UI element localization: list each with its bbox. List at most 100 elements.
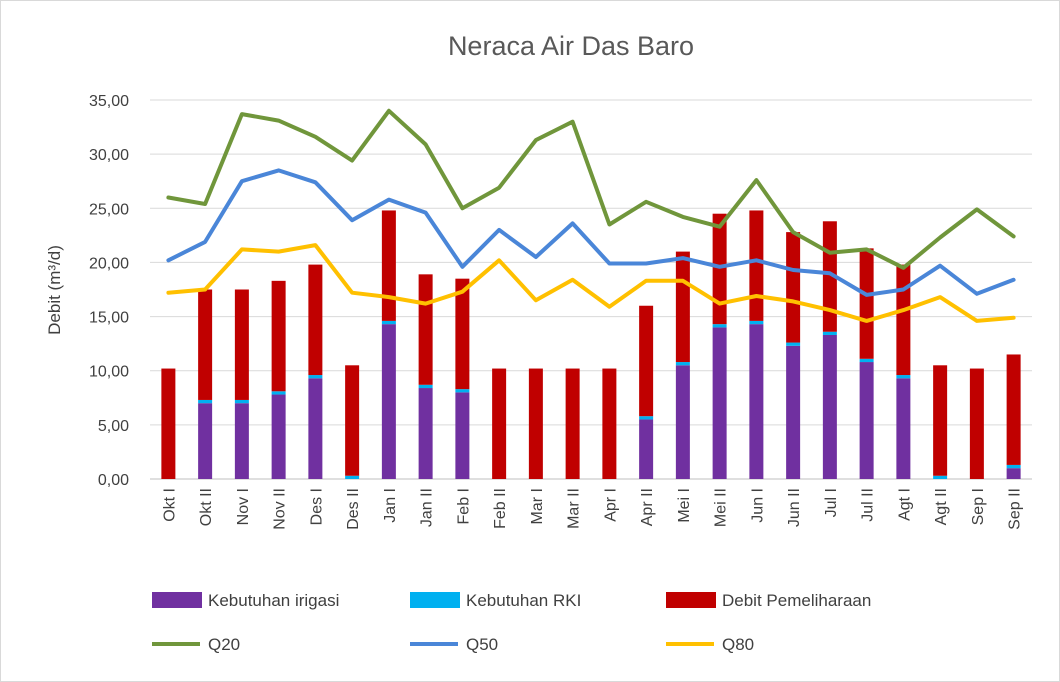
legend-swatch-kebutuhan-rki <box>410 592 460 608</box>
x-tick-label: Agt I <box>896 488 913 521</box>
x-tick-label: Okt I <box>161 488 178 522</box>
x-tick-label: Agt II <box>933 488 950 525</box>
x-tick-label: Feb I <box>455 488 472 524</box>
bar-kebutuhan-irigasi <box>822 334 837 479</box>
y-tick-label: 35,00 <box>89 93 129 110</box>
bar-kebutuhan-irigasi <box>234 403 249 479</box>
legend-label-kebutuhan-irigasi: Kebutuhan irigasi <box>208 591 339 610</box>
bar-debit-pemeliharaan <box>1006 354 1021 465</box>
line-q20 <box>166 108 1016 270</box>
x-tick-label: Jul II <box>860 488 877 522</box>
bar-kebutuhan-irigasi <box>859 362 874 479</box>
x-tick-label: Nov I <box>235 488 252 525</box>
bar-debit-pemeliharaan <box>345 365 360 476</box>
legend-swatch-debit-pemeliharaan <box>666 592 716 608</box>
line-q50 <box>166 168 1016 297</box>
bar-kebutuhan-rki <box>933 475 948 479</box>
bar-kebutuhan-irigasi <box>712 327 727 479</box>
y-tick-label: 15,00 <box>89 310 129 327</box>
bar-debit-pemeliharaan <box>565 368 580 479</box>
bar-kebutuhan-irigasi <box>308 378 323 479</box>
bar-kebutuhan-rki <box>308 375 323 379</box>
bar-kebutuhan-irigasi <box>455 392 470 479</box>
bar-kebutuhan-rki <box>675 362 690 366</box>
x-tick-label: Mar II <box>566 488 583 529</box>
bar-kebutuhan-irigasi <box>639 419 654 479</box>
bar-debit-pemeliharaan <box>969 368 984 479</box>
bar-kebutuhan-rki <box>749 320 764 325</box>
x-axis-ticks: Okt I Okt II Nov I Nov II Des I Des II Jan I Ja… <box>161 488 1023 530</box>
bar-kebutuhan-rki <box>234 399 249 404</box>
bar-debit-pemeliharaan <box>161 368 176 479</box>
bar-kebutuhan-rki <box>455 389 470 393</box>
bar-kebutuhan-rki <box>345 475 360 479</box>
y-axis-ticks: 0,00 5,00 10,00 15,00 20,00 25,00 30,00 35,00 <box>89 93 129 489</box>
bar-debit-pemeliharaan <box>859 248 874 359</box>
bar-debit-pemeliharaan <box>749 210 764 321</box>
legend-label-q20: Q20 <box>208 635 240 654</box>
x-tick-label: Jan II <box>419 488 436 527</box>
chart-title: Neraca Air Das Baro <box>448 31 694 61</box>
x-tick-label: Mei I <box>676 488 693 523</box>
x-tick-label: Jan I <box>382 488 399 523</box>
y-tick-label: 30,00 <box>89 147 129 164</box>
bar-kebutuhan-rki <box>822 331 837 335</box>
bar-debit-pemeliharaan <box>602 368 617 479</box>
y-tick-label: 0,00 <box>98 472 129 489</box>
bar-kebutuhan-irigasi <box>786 345 801 479</box>
legend-label-q50: Q50 <box>466 635 498 654</box>
bar-debit-pemeliharaan <box>308 264 323 376</box>
line-q80 <box>166 243 1016 323</box>
x-tick-label: Feb II <box>492 488 509 529</box>
x-tick-label: Mei II <box>713 488 730 527</box>
legend-label-debit-pemeliharaan: Debit Pemeliharaan <box>722 591 871 610</box>
bar-kebutuhan-irigasi <box>896 378 911 479</box>
x-tick-label: Mar I <box>529 488 546 524</box>
y-tick-label: 25,00 <box>89 201 129 218</box>
y-axis-title: Debit (m³/d) <box>45 245 64 335</box>
bar-debit-pemeliharaan <box>786 232 801 343</box>
bar-kebutuhan-rki <box>712 324 727 328</box>
bar-kebutuhan-rki <box>896 375 911 379</box>
x-tick-label: Jun I <box>749 488 766 523</box>
x-tick-label: Sep I <box>970 488 987 525</box>
x-tick-label: Nov II <box>272 488 289 530</box>
bar-debit-pemeliharaan <box>271 280 286 392</box>
bar-kebutuhan-irigasi <box>675 365 690 479</box>
y-tick-label: 10,00 <box>89 364 129 381</box>
bar-kebutuhan-rki <box>271 391 286 395</box>
bar-debit-pemeliharaan <box>933 365 948 476</box>
legend-swatch-kebutuhan-irigasi <box>152 592 202 608</box>
bar-kebutuhan-irigasi <box>271 394 286 479</box>
bar-kebutuhan-rki <box>198 399 213 404</box>
bar-kebutuhan-rki <box>418 384 433 389</box>
bar-kebutuhan-irigasi <box>418 388 433 479</box>
bar-debit-pemeliharaan <box>455 278 470 390</box>
bar-debit-pemeliharaan <box>712 213 727 325</box>
bar-debit-pemeliharaan <box>198 289 213 400</box>
lines <box>166 108 1016 323</box>
bar-debit-pemeliharaan <box>234 289 249 400</box>
legend-label-kebutuhan-rki: Kebutuhan RKI <box>466 591 581 610</box>
y-tick-label: 5,00 <box>98 418 129 435</box>
x-tick-label: Apr I <box>602 488 619 522</box>
bar-kebutuhan-irigasi <box>381 324 396 479</box>
bar-kebutuhan-irigasi <box>198 403 213 479</box>
bar-kebutuhan-rki <box>1006 464 1021 469</box>
x-tick-label: Des II <box>345 488 362 530</box>
bar-kebutuhan-irigasi <box>1006 468 1021 479</box>
bar-debit-pemeliharaan <box>528 368 543 479</box>
x-tick-label: Okt II <box>198 488 215 526</box>
bar-kebutuhan-rki <box>786 342 801 346</box>
x-tick-label: Des I <box>308 488 325 525</box>
bar-debit-pemeliharaan <box>492 368 507 479</box>
bar-kebutuhan-rki <box>639 416 654 420</box>
bar-kebutuhan-irigasi <box>749 324 764 479</box>
x-tick-label: Jul I <box>823 488 840 517</box>
bar-kebutuhan-rki <box>381 320 396 325</box>
bar-debit-pemeliharaan <box>381 210 396 321</box>
bar-debit-pemeliharaan <box>896 264 911 376</box>
grid-lines <box>150 99 1032 480</box>
legend: Kebutuhan irigasi Kebutuhan RKI Debit Peme… <box>152 591 871 654</box>
